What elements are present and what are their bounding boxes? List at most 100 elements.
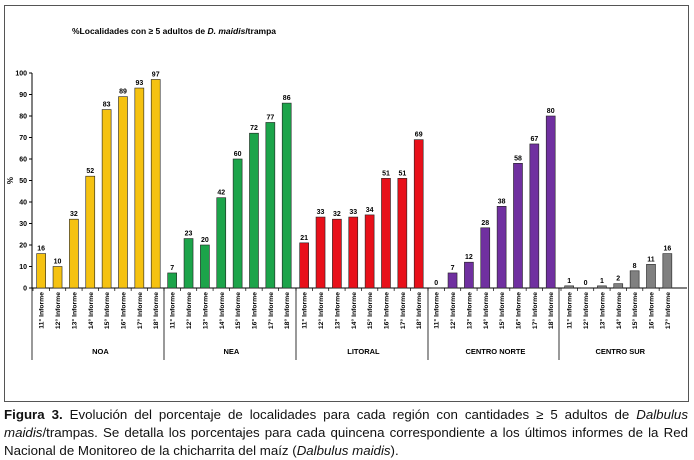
category-label: 14° Informe [350, 292, 358, 329]
y-tick-label: 90 [19, 92, 27, 99]
category-label: 11° Informe [38, 292, 46, 329]
data-label: 0 [434, 280, 438, 287]
data-label: 93 [135, 80, 143, 87]
bar-chart: %Localidades con ≥ 5 adultos de D. maidi… [6, 26, 687, 360]
bar [183, 238, 194, 289]
bar [597, 285, 607, 289]
data-label: 16 [663, 246, 671, 253]
category-label: 13° Informe [465, 292, 473, 329]
y-tick-label: 0 [23, 286, 27, 293]
bar [200, 244, 210, 289]
category-label: 18° Informe [415, 292, 423, 329]
data-label: 42 [217, 190, 225, 197]
data-label: 51 [382, 170, 390, 177]
category-label: 15° Informe [631, 292, 639, 329]
data-label: 38 [498, 198, 506, 205]
category-label: 15° Informe [234, 292, 242, 329]
caption-text-2: /trampas. Se detalla los porcentajes par… [4, 425, 688, 458]
caption-text-1: Evolución del porcentaje de localidades … [62, 407, 637, 422]
bar [52, 266, 63, 289]
category-label: 13° Informe [70, 292, 78, 329]
data-label: 12 [465, 254, 473, 261]
data-label: 20 [201, 237, 209, 244]
data-label: 67 [530, 136, 538, 143]
bar [513, 163, 523, 289]
category-label: 14° Informe [218, 292, 226, 329]
bar [381, 178, 391, 289]
category-label: 12° Informe [185, 292, 193, 329]
data-label: 83 [103, 102, 111, 109]
bar [332, 218, 342, 289]
category-label: 11° Informe [566, 292, 574, 329]
category-label: 16° Informe [119, 292, 127, 329]
group-label: CENTRO SUR [595, 347, 645, 356]
bar [629, 270, 640, 289]
y-tick-label: 70 [19, 135, 27, 142]
category-label: 14° Informe [615, 292, 623, 329]
y-tick-label: 10 [19, 264, 27, 271]
data-label: 33 [317, 209, 325, 216]
bar [281, 102, 292, 289]
data-label: 2 [616, 276, 620, 283]
category-label: 18° Informe [283, 292, 291, 329]
category-label: 16° Informe [382, 292, 390, 329]
y-tick-label: 20 [19, 243, 27, 250]
y-axis-label: % [6, 177, 15, 184]
category-label: 16° Informe [647, 292, 655, 329]
category-label: 18° Informe [547, 292, 555, 329]
bar [564, 285, 574, 289]
group-label: NOA [92, 347, 109, 356]
data-label: 1 [567, 278, 571, 285]
bar [36, 253, 46, 289]
category-label: 13° Informe [201, 292, 209, 329]
caption-species-2: Dalbulus maidis [296, 443, 391, 458]
bar [545, 115, 556, 289]
category-label: 13° Informe [598, 292, 606, 329]
bar [232, 158, 243, 289]
chart-frame [4, 5, 689, 402]
data-label: 33 [349, 209, 357, 216]
data-label: 52 [86, 168, 94, 175]
category-label: 12° Informe [449, 292, 457, 329]
data-label: 10 [54, 259, 62, 266]
bar [299, 242, 309, 289]
bar [85, 175, 96, 289]
data-label: 11 [647, 256, 655, 263]
y-tick-label: 50 [19, 178, 27, 185]
category-label: 17° Informe [664, 292, 672, 329]
data-label: 77 [266, 114, 274, 121]
group-label: CENTRO NORTE [465, 347, 525, 356]
category-label: 15° Informe [498, 292, 506, 329]
caption-text-3: ). [390, 443, 399, 458]
category-label: 11° Informe [169, 292, 177, 329]
bar [69, 218, 79, 289]
category-label: 12° Informe [582, 292, 590, 329]
bar [447, 272, 458, 289]
bar [167, 272, 177, 289]
y-tick-label: 100 [15, 71, 27, 78]
data-label: 8 [633, 263, 637, 270]
data-label: 7 [451, 265, 455, 272]
bar [150, 79, 161, 289]
data-label: 80 [547, 108, 555, 115]
bar [134, 87, 145, 289]
category-label: 17° Informe [136, 292, 144, 329]
bar [464, 261, 474, 289]
y-tick-label: 60 [19, 157, 27, 164]
bar [265, 122, 276, 289]
bar [480, 227, 491, 289]
bar [118, 96, 128, 289]
data-label: 1 [600, 278, 604, 285]
bar [364, 214, 375, 289]
data-label: 34 [366, 207, 374, 214]
bar [315, 216, 326, 289]
data-label: 72 [250, 125, 258, 132]
caption-species-1: Dalbulus maidis [4, 407, 688, 440]
bar [413, 139, 424, 289]
bar [216, 197, 227, 289]
data-label: 32 [70, 211, 78, 218]
data-label: 7 [170, 265, 174, 272]
data-label: 51 [398, 170, 406, 177]
category-label: 16° Informe [250, 292, 258, 329]
category-label: 15° Informe [103, 292, 111, 329]
